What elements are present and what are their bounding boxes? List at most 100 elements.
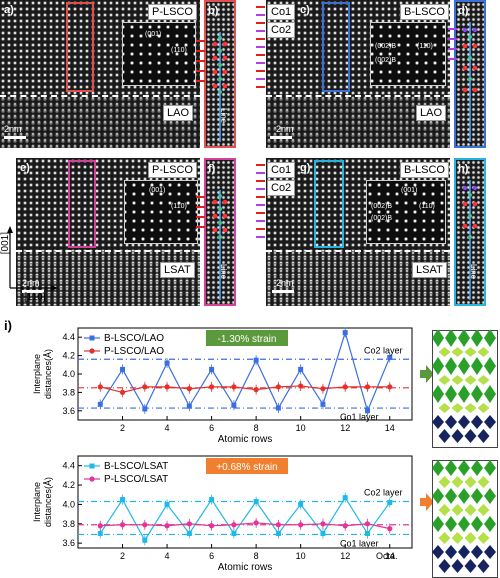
data-point <box>253 387 259 393</box>
series-line <box>99 330 391 413</box>
data-point <box>275 530 281 536</box>
octahedron <box>438 429 451 443</box>
data-point <box>320 401 326 407</box>
y-axis-label: Interplane <box>32 354 42 394</box>
x-tick-label: 8 <box>254 423 259 433</box>
x-tick-label: 14 <box>385 423 395 433</box>
octahedron <box>445 415 457 429</box>
interface-dashed-line <box>0 95 200 97</box>
octahedron <box>464 559 477 573</box>
data-point <box>364 408 370 414</box>
data-point <box>164 360 170 366</box>
fft-label: (002)B <box>371 203 393 210</box>
annotation-co1: Co1 layer <box>340 538 379 548</box>
data-point <box>320 521 326 527</box>
octahedron <box>458 516 470 532</box>
strain-badge-label: -1.30% strain <box>218 334 277 345</box>
y-tick-label: 3.6 <box>62 538 75 548</box>
octahedron <box>471 545 483 559</box>
chart-lsat: 3.6 3.8 4.0 4.2 4.4 2 4 6 8 10 12 14 Atomic rows Inte… <box>32 455 434 573</box>
fft-label: (001) <box>401 187 418 194</box>
panel-letter-i: i) <box>4 318 12 333</box>
atom-overlay <box>462 22 478 142</box>
x-tick-label: 12 <box>340 551 350 561</box>
data-point <box>320 530 326 536</box>
data-point <box>364 530 370 536</box>
fft-label: (001) <box>149 187 166 194</box>
x-tick-label: 10 <box>296 423 306 433</box>
panel-letter: h) <box>458 163 469 175</box>
octahedron <box>471 488 483 504</box>
y-tick-label: 3.6 <box>62 406 75 416</box>
atom-overlay <box>462 180 478 300</box>
octahedron <box>438 375 451 385</box>
legend-marker <box>89 335 95 341</box>
legend-marker <box>89 348 95 354</box>
octahedron <box>484 357 496 375</box>
strain-badge <box>206 330 288 346</box>
axis-110-label: [110] <box>24 292 46 303</box>
data-point <box>275 405 281 411</box>
data-point <box>186 403 192 409</box>
fft-pattern <box>371 23 445 85</box>
film-tag: P-LSCO <box>148 4 197 20</box>
film-tag: P-LSCO <box>148 162 197 178</box>
octahedron <box>432 545 444 559</box>
octahedron <box>451 504 464 516</box>
legend-marker <box>89 476 95 482</box>
co2-tag: Co2 <box>267 22 296 38</box>
interface-dashed-line <box>16 250 200 252</box>
axis-001-label: [001] <box>0 232 11 255</box>
data-point <box>164 523 170 529</box>
fft-inset: (001) (110) <box>122 22 196 86</box>
octahedron <box>471 415 483 429</box>
data-point <box>97 384 103 390</box>
x-tick-label: 6 <box>209 551 214 561</box>
octahedron <box>445 357 457 375</box>
line-label: Line <box>219 108 228 124</box>
data-point <box>231 402 237 408</box>
atom-overlay <box>212 190 228 300</box>
octahedron <box>438 476 451 488</box>
octahedron <box>471 330 483 347</box>
octahedron <box>432 357 444 375</box>
octahedron <box>451 476 464 488</box>
x-tick-label: 6 <box>209 423 214 433</box>
y-axis-label: Interplane <box>32 482 42 522</box>
y-axis-label: distances(Å) <box>43 477 53 527</box>
data-point <box>320 386 326 392</box>
data-point <box>142 537 148 543</box>
fft-inset: (001) (110) <box>124 180 198 244</box>
fft-pattern <box>123 23 195 85</box>
octahedron <box>458 415 470 429</box>
panel-d-strip: d) <box>454 0 486 148</box>
strain-badge-label: +0.68% strain <box>216 462 277 473</box>
panel-g-image: Co1 Co2 g) B-LSCO LSAT (001) (002)B (002… <box>266 158 450 306</box>
legend-label: B-LSCO/LAO <box>104 333 164 344</box>
octahedron <box>458 545 470 559</box>
octahedron <box>445 545 457 559</box>
data-point <box>97 401 103 407</box>
octahedron <box>445 488 457 504</box>
data-point <box>231 530 237 536</box>
octahedron <box>484 460 496 476</box>
data-point <box>275 384 281 390</box>
x-tick-label: 4 <box>165 551 170 561</box>
x-tick-label: 10 <box>296 551 306 561</box>
octahedra-schematic-lsat <box>432 460 498 578</box>
octahedron <box>432 460 444 476</box>
axes-arrows <box>7 226 58 291</box>
octahedron <box>477 532 490 544</box>
octahedron <box>458 460 470 476</box>
octahedra-schematic-lao <box>432 330 498 448</box>
legend-label: P-LSCO/LAO <box>104 346 164 357</box>
y-axis-label: distances(Å) <box>43 349 53 399</box>
octahedron <box>477 375 490 385</box>
octahedron <box>484 545 496 559</box>
panel-e-image: e) P-LSCO LSAT (001) (110) 2nm <box>16 158 200 306</box>
octahedron <box>464 375 477 385</box>
octahedron <box>477 403 490 413</box>
octahedron <box>438 403 451 413</box>
substrate-texture <box>16 250 200 306</box>
substrate-tag: LSAT <box>160 262 195 278</box>
